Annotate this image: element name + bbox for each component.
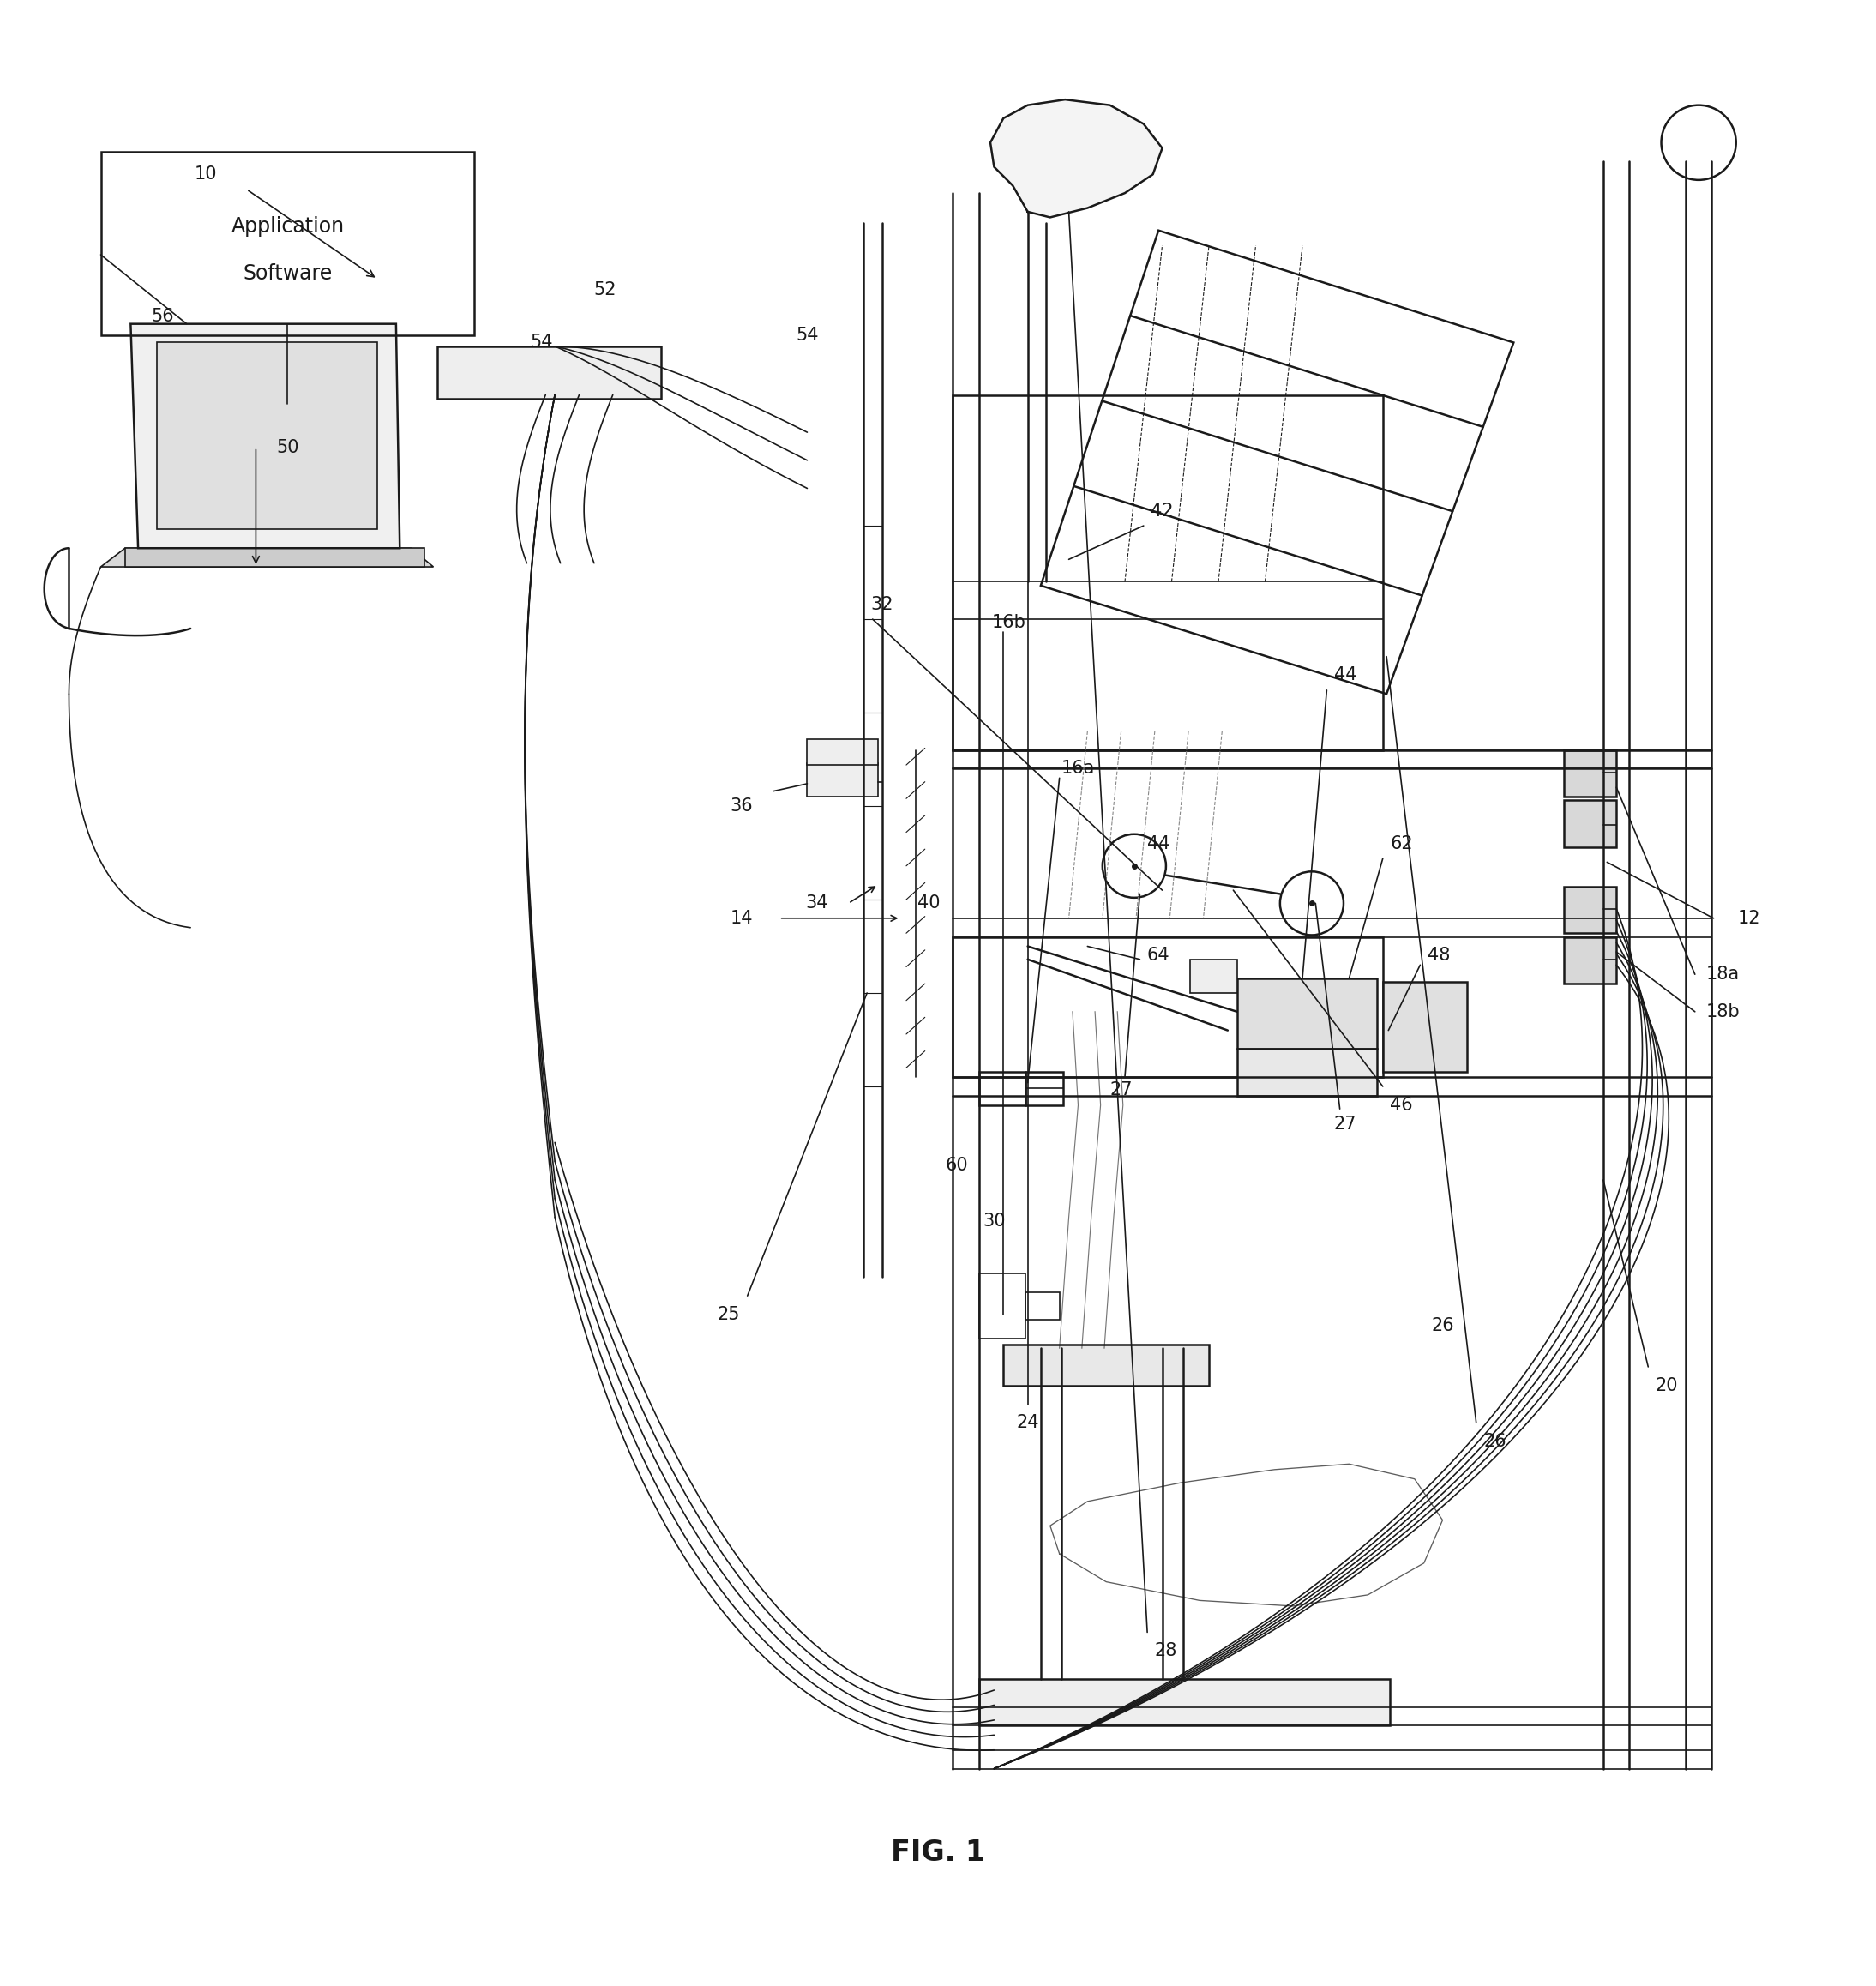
Text: Application: Application <box>231 216 345 236</box>
Bar <box>1565 751 1617 796</box>
Text: 62: 62 <box>1390 834 1413 852</box>
Text: 54: 54 <box>531 334 553 352</box>
Text: 34: 34 <box>805 896 827 912</box>
Text: 28: 28 <box>1156 1642 1178 1660</box>
Bar <box>126 548 424 566</box>
Bar <box>953 395 1383 751</box>
Text: 30: 30 <box>983 1213 1006 1229</box>
Text: 16b: 16b <box>992 614 1026 632</box>
Circle shape <box>1103 834 1167 898</box>
Circle shape <box>1662 105 1735 181</box>
Text: 46: 46 <box>1390 1096 1413 1114</box>
Polygon shape <box>991 99 1163 216</box>
Text: 27: 27 <box>1334 1116 1356 1132</box>
Polygon shape <box>101 548 433 566</box>
Bar <box>953 937 1383 1076</box>
Bar <box>1004 1345 1208 1386</box>
Bar <box>1565 800 1617 848</box>
Bar <box>1236 1049 1377 1096</box>
Text: 56: 56 <box>150 308 174 326</box>
Text: FIG. 1: FIG. 1 <box>891 1839 985 1867</box>
Circle shape <box>1279 872 1343 935</box>
Bar <box>979 1678 1390 1726</box>
Bar <box>807 763 878 796</box>
Bar <box>158 342 377 530</box>
Text: 42: 42 <box>1150 502 1174 520</box>
Bar <box>979 1273 1026 1339</box>
Bar <box>1026 1293 1060 1321</box>
Text: 14: 14 <box>730 910 752 927</box>
Text: 36: 36 <box>730 798 752 814</box>
Text: 48: 48 <box>1428 947 1450 963</box>
Bar <box>101 151 475 336</box>
Bar <box>437 346 662 399</box>
Text: 20: 20 <box>1655 1376 1679 1394</box>
Text: 32: 32 <box>870 596 893 614</box>
Text: 40: 40 <box>917 896 940 912</box>
Bar <box>1026 1072 1064 1104</box>
Text: 10: 10 <box>193 165 218 183</box>
Bar <box>1565 937 1617 983</box>
Text: 60: 60 <box>946 1156 968 1174</box>
Text: 44: 44 <box>1334 667 1356 683</box>
Text: 52: 52 <box>595 282 617 298</box>
Text: 12: 12 <box>1737 910 1760 927</box>
Bar <box>979 1072 1026 1104</box>
Bar <box>1565 886 1617 933</box>
Text: 25: 25 <box>717 1307 739 1323</box>
Bar <box>1236 977 1377 1049</box>
Bar <box>1383 981 1467 1072</box>
Bar <box>1189 959 1236 993</box>
Text: 18a: 18a <box>1705 965 1739 983</box>
Polygon shape <box>131 324 400 548</box>
Text: 18b: 18b <box>1705 1003 1739 1021</box>
Text: 26: 26 <box>1431 1317 1454 1335</box>
Text: 44: 44 <box>1146 834 1171 852</box>
Bar <box>807 739 878 765</box>
Text: 50: 50 <box>276 439 298 457</box>
Text: 27: 27 <box>1111 1082 1133 1098</box>
Text: 24: 24 <box>1017 1414 1039 1432</box>
Text: 64: 64 <box>1146 947 1171 963</box>
Text: 54: 54 <box>795 326 818 344</box>
Text: Software: Software <box>244 262 332 284</box>
Text: 16a: 16a <box>1062 761 1096 777</box>
Text: 26: 26 <box>1484 1434 1506 1450</box>
